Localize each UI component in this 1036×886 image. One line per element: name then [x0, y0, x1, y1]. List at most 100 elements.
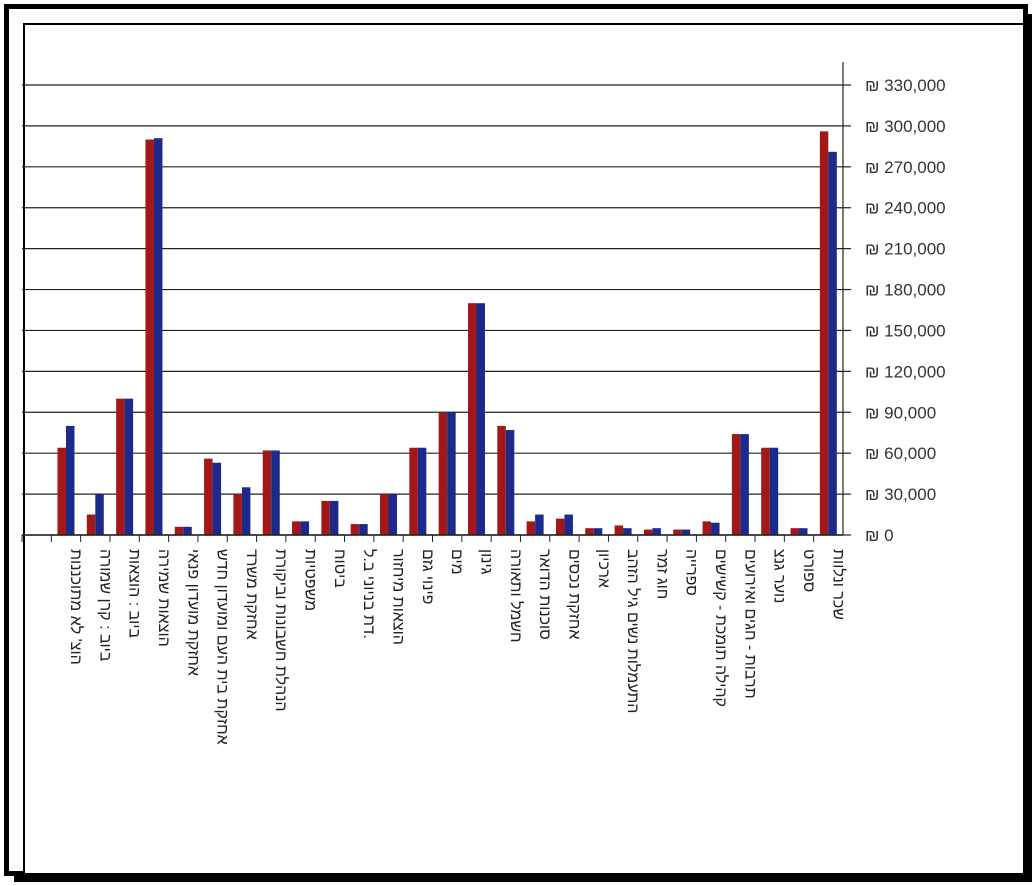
- x-tick-label: הנהלת חשבונות וביקורת: [272, 549, 290, 712]
- x-tick-label: חוג זמר: [653, 549, 670, 599]
- bar-series-2: [359, 524, 368, 535]
- x-tick-label: אחזקת נכסים: [565, 549, 582, 640]
- bar-series-2: [329, 500, 339, 535]
- y-tick-label: ₪ 210,000: [865, 240, 946, 259]
- bar-series-1: [174, 526, 184, 535]
- y-tick-label: ₪ 240,000: [865, 199, 946, 218]
- y-tick-label: ₪ 0: [865, 526, 894, 545]
- bar-series-1: [350, 524, 360, 535]
- x-tick-label: גינון: [477, 549, 494, 575]
- bar-series-2: [623, 528, 632, 535]
- y-tick-label: ₪ 90,000: [865, 403, 936, 422]
- x-tick-label: אחזקת מועדון פנאי: [184, 549, 201, 676]
- bar-series-1: [555, 518, 565, 535]
- bar-series-2: [65, 425, 75, 535]
- frame-shadow-right: [1026, 14, 1032, 882]
- bar-series-2: [153, 138, 163, 535]
- bar-series-1: [526, 521, 536, 535]
- bar-series-1: [731, 434, 741, 535]
- bar-series-2: [799, 528, 808, 535]
- chart-frame: [4, 4, 1028, 876]
- bar-series-2: [769, 447, 779, 535]
- y-tick-label: ₪ 270,000: [865, 158, 946, 177]
- bar-series-1: [643, 529, 653, 535]
- x-tick-label: ביוב : הוצאות: [126, 549, 143, 638]
- bar-series-1: [702, 521, 712, 535]
- x-tick-label: ארכיון: [595, 549, 612, 588]
- x-tick-label: מים: [448, 549, 465, 575]
- bars: [57, 131, 837, 535]
- bar-series-1: [761, 447, 770, 535]
- bar-series-2: [388, 494, 398, 535]
- bar-series-2: [241, 487, 251, 535]
- bar-series-2: [711, 522, 720, 535]
- bar-series-1: [57, 447, 66, 535]
- bar-series-2: [447, 412, 456, 535]
- x-tick-label: הוצ' לא מתוכננות: [67, 549, 85, 665]
- x-tick-label: ביטוח: [331, 549, 348, 588]
- bar-series-2: [505, 430, 515, 535]
- bar-series-2: [535, 514, 544, 535]
- bar-series-1: [86, 514, 96, 535]
- bar-series-2: [681, 529, 691, 535]
- bar-series-1: [790, 528, 800, 535]
- y-tick-label: ₪ 180,000: [865, 281, 946, 300]
- bar-series-1: [409, 447, 418, 535]
- bar-series-1: [467, 303, 477, 535]
- y-tick-label: ₪ 330,000: [865, 76, 946, 95]
- frame-shadow-bottom: [14, 874, 1032, 882]
- axes: [21, 62, 851, 542]
- x-tick-label: שכר ונלוות: [829, 549, 847, 620]
- x-tick-label: אחזקת בית העם ומועדון חדש: [214, 549, 231, 745]
- gridlines: [22, 84, 843, 536]
- bar-series-1: [819, 131, 829, 535]
- bar-series-2: [476, 303, 485, 535]
- x-tick-label: הוצאות מיחזור: [390, 549, 407, 645]
- y-tick-labels: ₪ 330,000 ₪ 300,000 ₪ 270,000 ₪ 240,000 ₪ 21…: [865, 76, 946, 545]
- bar-series-1: [116, 398, 125, 535]
- x-tick-label: פינוי גזם: [419, 549, 436, 604]
- bar-series-1: [292, 521, 301, 535]
- bar-series-2: [212, 462, 222, 535]
- x-tick-label: הוצאות שמירה: [155, 549, 172, 647]
- bar-series-2: [417, 447, 427, 535]
- bar-series-2: [593, 528, 603, 535]
- bar-series-1: [585, 528, 594, 535]
- x-tick-label: קהילה תומכת - קשישים: [712, 549, 730, 707]
- bar-series-1: [380, 494, 389, 535]
- x-tick-label: אחזקת משרד: [243, 549, 260, 640]
- x-tick-label: תרבות - חגים ואירועים: [741, 549, 758, 699]
- bar-series-1: [233, 494, 242, 535]
- x-tick-label: ספורט: [800, 549, 817, 592]
- bar-series-1: [673, 529, 682, 535]
- y-tick-label: ₪ 120,000: [865, 362, 946, 381]
- bar-series-2: [300, 521, 310, 535]
- x-tick-label: ביוב : קרן שמורה: [96, 549, 113, 662]
- bar-series-1: [321, 500, 330, 535]
- bar-series-2: [183, 526, 192, 535]
- bar-series-2: [124, 398, 134, 535]
- bar-series-2: [740, 434, 749, 535]
- x-tick-label: חשמל ותאורה: [507, 549, 525, 643]
- bar-series-1: [145, 139, 154, 535]
- bar-series-1: [204, 458, 213, 535]
- bar-series-1: [262, 450, 272, 535]
- bar-series-2: [564, 514, 573, 535]
- y-tick-label: ₪ 300,000: [865, 117, 946, 136]
- x-tick-label: ספרייה: [683, 549, 700, 596]
- bar-series-1: [497, 425, 506, 535]
- x-tick-label: משפטיות: [302, 549, 319, 611]
- bar-series-2: [95, 494, 104, 535]
- bar-series-1: [438, 412, 448, 535]
- y-tick-label: ₪ 30,000: [865, 485, 936, 504]
- x-tick-label: דת בניוני ב.ל.: [360, 549, 378, 639]
- x-tick-label: סוכנות הדואר: [536, 549, 553, 640]
- y-tick-label: ₪ 150,000: [865, 321, 946, 340]
- y-tick-label: ₪ 60,000: [865, 444, 936, 463]
- chart-inner-border: [23, 23, 1025, 875]
- bar-series-2: [652, 528, 661, 535]
- bar-series-2: [828, 151, 837, 535]
- bar-series-2: [271, 450, 280, 535]
- x-tick-labels: שכר ונלוות ספורט נוער גנצ תרבות - חגים ואיר…: [67, 549, 847, 745]
